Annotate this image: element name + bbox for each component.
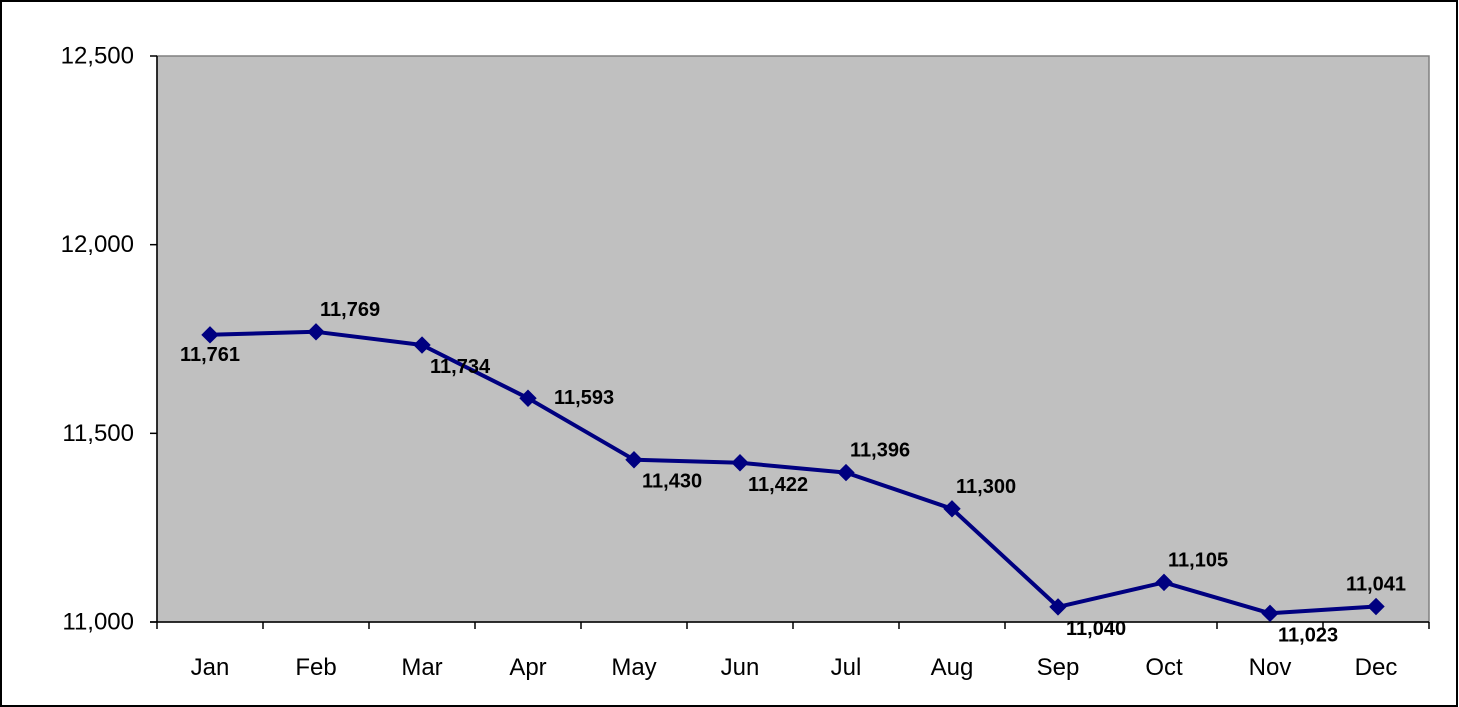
- data-label: 11,734: [430, 356, 491, 378]
- data-point-marker: [307, 323, 325, 341]
- data-label: 11,023: [1278, 624, 1338, 646]
- data-point-marker: [519, 389, 537, 407]
- data-label: 11,430: [642, 471, 702, 493]
- data-label: 11,769: [320, 299, 380, 321]
- data-label: 11,593: [554, 387, 614, 409]
- data-point-marker: [943, 500, 961, 518]
- data-label: 11,040: [1066, 618, 1126, 640]
- data-label: 11,422: [748, 474, 808, 496]
- series-line: [209, 329, 1377, 616]
- x-tick-label: Mar: [401, 654, 442, 681]
- x-axis-ticks: Jan Feb Mar Apr May Jun Jul Aug Sep Oct Nov Dec: [156, 622, 1430, 681]
- data-point-marker: [731, 454, 749, 472]
- x-tick-label: Nov: [1249, 654, 1292, 681]
- data-point-marker: [625, 451, 643, 469]
- x-tick-label: Oct: [1145, 654, 1183, 681]
- x-tick-label: Dec: [1355, 654, 1398, 681]
- x-tick-label: Aug: [931, 654, 974, 681]
- data-point-marker: [837, 463, 855, 482]
- y-tick-label: 11,000: [62, 609, 134, 636]
- x-tick-label: Jan: [191, 654, 230, 681]
- x-tick-label: Jun: [721, 654, 760, 681]
- x-tick-label: Sep: [1037, 654, 1080, 681]
- data-point-marker: [413, 336, 431, 354]
- data-point-marker: [1049, 598, 1067, 616]
- x-tick-label: May: [611, 654, 656, 681]
- y-tick-label: 12,000: [61, 231, 134, 258]
- data-label: 11,041: [1346, 574, 1406, 596]
- data-label: 11,761: [180, 344, 240, 366]
- x-tick-label: Feb: [295, 654, 336, 681]
- data-point-marker: [1155, 573, 1173, 592]
- data-label: 11,300: [956, 476, 1016, 498]
- plot-area: [156, 55, 1430, 623]
- y-tick-label: 11,500: [62, 420, 134, 447]
- data-label: 11,105: [1168, 549, 1228, 571]
- data-point-marker: [201, 326, 219, 344]
- x-tick-label: Jul: [831, 654, 862, 681]
- data-point-marker: [1261, 604, 1279, 623]
- data-point-marker: [1367, 597, 1385, 616]
- x-tick-label: Apr: [509, 654, 546, 681]
- data-labels: 11,761 11,769 11,734 11,593 11,430 11,422 11,3…: [180, 299, 1406, 646]
- series-markers: [201, 323, 1385, 623]
- y-tick-label: 12,500: [61, 43, 134, 70]
- y-axis-ticks: 11,000 11,500 12,000 12,500: [61, 43, 157, 636]
- data-label: 11,396: [850, 440, 910, 462]
